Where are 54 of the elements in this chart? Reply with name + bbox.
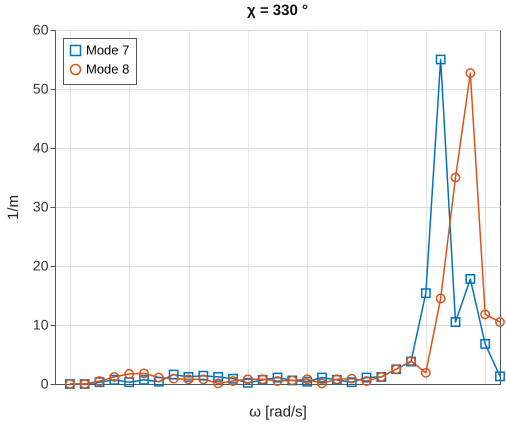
point: [168, 374, 179, 384]
point: [317, 372, 327, 382]
point: [242, 378, 253, 388]
point: [436, 54, 446, 64]
point: [362, 372, 372, 382]
x-axis-title: ω [rad/s]: [249, 404, 307, 420]
point: [465, 274, 476, 284]
point: [346, 374, 357, 384]
point: [168, 370, 179, 380]
point: [154, 376, 164, 387]
point: [154, 372, 164, 382]
point: [228, 376, 238, 386]
point: [213, 378, 224, 388]
point: [465, 68, 476, 78]
y-tick-label: 0: [40, 376, 49, 392]
point: [420, 368, 431, 378]
point: [139, 374, 149, 385]
point: [362, 376, 372, 386]
point: [450, 317, 460, 327]
y-tick-label: 20: [32, 258, 49, 274]
point: [184, 374, 194, 384]
point: [242, 374, 253, 384]
point: [109, 374, 120, 385]
point: [124, 377, 134, 388]
point: [436, 294, 446, 304]
legend-label: Mode 8: [86, 62, 130, 76]
point: [213, 372, 224, 382]
point: [495, 317, 505, 327]
point: [420, 288, 431, 298]
point: [124, 369, 134, 379]
point: [272, 372, 282, 382]
point: [302, 376, 312, 387]
point: [139, 368, 149, 378]
point: [450, 172, 460, 182]
point: [109, 372, 120, 382]
y-axis-title: 1/m: [4, 194, 22, 220]
point: [184, 372, 194, 382]
legend-label: Mode 7: [86, 42, 130, 58]
point: [228, 374, 238, 384]
y-tick-label: 30: [32, 198, 49, 214]
point: [480, 338, 490, 349]
y-tick-label: 40: [32, 140, 49, 156]
point: [198, 374, 208, 384]
point: [495, 371, 505, 382]
point: [198, 370, 208, 381]
point: [272, 376, 282, 386]
chart-title: χ = 330 °: [247, 2, 308, 19]
point: [346, 377, 357, 388]
y-tick-label: 60: [32, 22, 49, 38]
y-tick-label: 50: [32, 80, 49, 96]
point: [302, 374, 312, 384]
y-tick-label: 10: [32, 316, 49, 332]
point: [317, 378, 327, 388]
point: [480, 309, 490, 320]
